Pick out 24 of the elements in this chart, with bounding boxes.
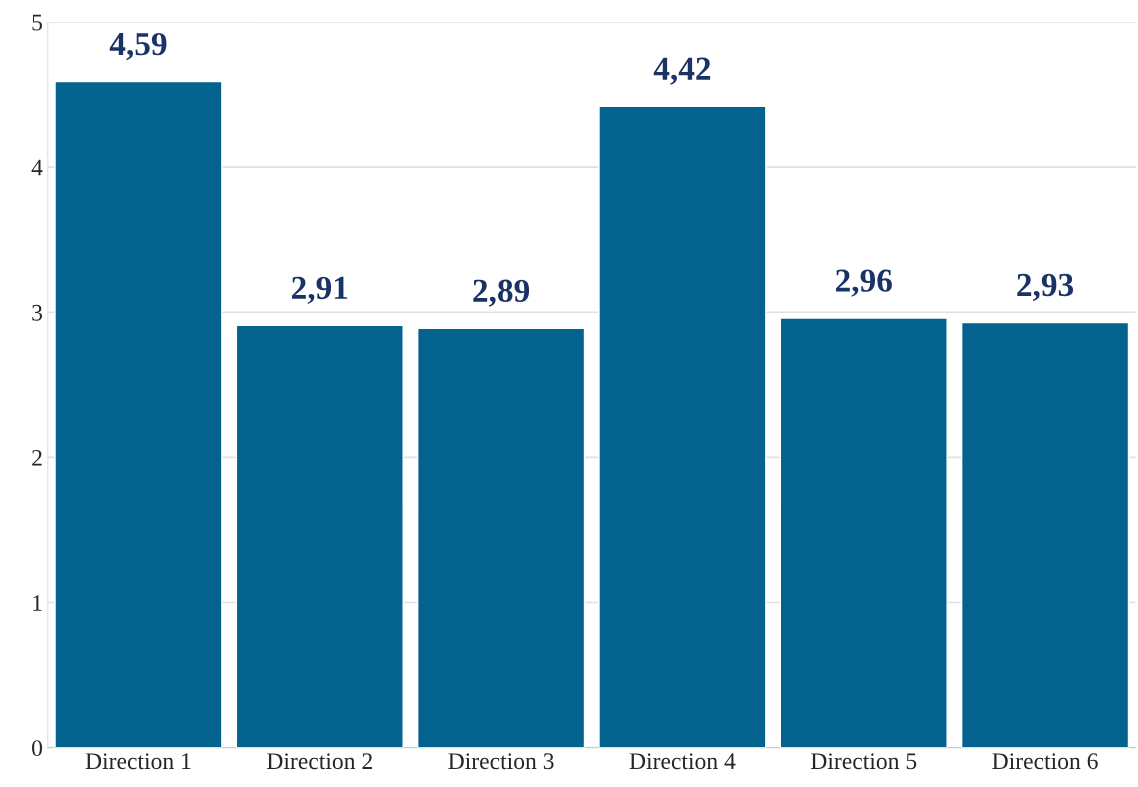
y-tick-label: 5 <box>32 14 43 31</box>
x-tick-label: Direction 6 <box>992 753 1098 770</box>
x-tick-label: Direction 5 <box>810 753 917 770</box>
y-tick-label: 1 <box>33 595 42 611</box>
y-tick-label: 4 <box>31 159 43 176</box>
x-tick-label: Direction 4 <box>629 753 736 770</box>
bar <box>235 324 404 748</box>
y-tick-label: 0 <box>32 740 43 757</box>
data-label: 2,89 <box>473 279 530 307</box>
x-tick-label: Direction 2 <box>267 753 372 770</box>
data-label: 2,96 <box>835 269 892 297</box>
data-label: 4,42 <box>653 57 711 85</box>
data-label: 2,91 <box>292 276 348 304</box>
bar <box>598 105 767 748</box>
bar <box>779 317 948 748</box>
data-label: 4,59 <box>109 32 167 61</box>
data-label: 2,93 <box>1017 273 1074 302</box>
y-tick-label: 3 <box>32 304 43 321</box>
bar <box>416 327 586 748</box>
x-tick-label: Direction 1 <box>85 753 191 770</box>
y-tick-label: 2 <box>32 449 42 466</box>
bar <box>960 321 1130 748</box>
bar <box>54 80 223 748</box>
x-tick-label: Direction 3 <box>448 753 554 770</box>
